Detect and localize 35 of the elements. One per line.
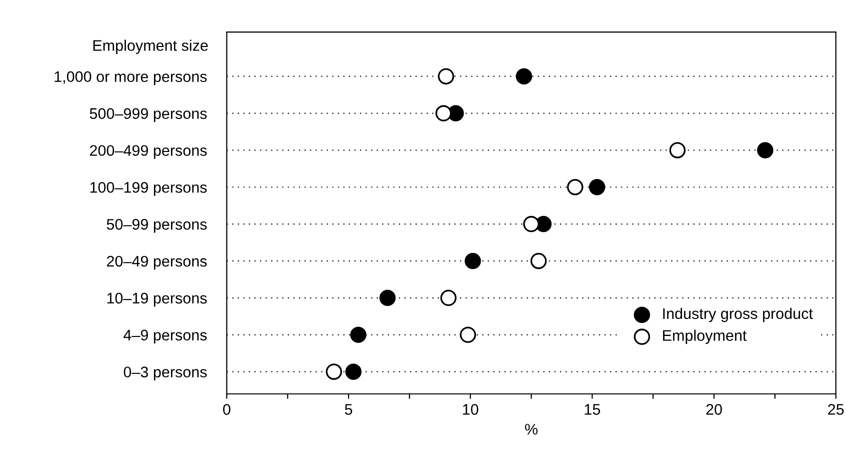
point [460, 326, 476, 343]
y-tick-label: 0–3 persons [124, 366, 207, 380]
point [567, 179, 584, 196]
x-tick-label: 0 [223, 404, 230, 415]
point [757, 142, 774, 158]
point [530, 252, 547, 270]
y-tick-label: 200–499 persons [90, 145, 207, 159]
point [669, 142, 686, 158]
legend-label: Industry gross product [663, 308, 813, 322]
y-tick-label: 500–999 persons [90, 108, 207, 122]
point [523, 216, 540, 232]
y-axis-title: Employment size [93, 40, 208, 54]
point [438, 68, 454, 84]
x-axis-title: % [525, 424, 538, 435]
point [345, 364, 362, 380]
y-tick-label: 20–49 persons [106, 256, 207, 270]
y-tick-label: 100–199 persons [90, 182, 207, 196]
y-tick-label: 4–9 persons [124, 330, 207, 344]
x-tick-label: 5 [344, 404, 352, 415]
x-tick-label: 25 [828, 404, 844, 415]
point [379, 290, 396, 306]
point [326, 364, 342, 380]
point [588, 179, 606, 196]
x-tick-label: 10 [463, 404, 478, 415]
x-tick-label: 20 [706, 404, 722, 415]
y-tick-label: 1,000 or more persons [54, 71, 207, 86]
x-tick-label: 15 [584, 404, 600, 415]
point [464, 252, 481, 270]
point [516, 68, 532, 84]
y-tick-label: 50–99 persons [106, 218, 207, 233]
point [440, 290, 457, 306]
point [350, 326, 366, 343]
legend-label: Employment [663, 330, 747, 344]
y-tick-label: 10–19 persons [107, 292, 207, 307]
point [435, 105, 452, 122]
